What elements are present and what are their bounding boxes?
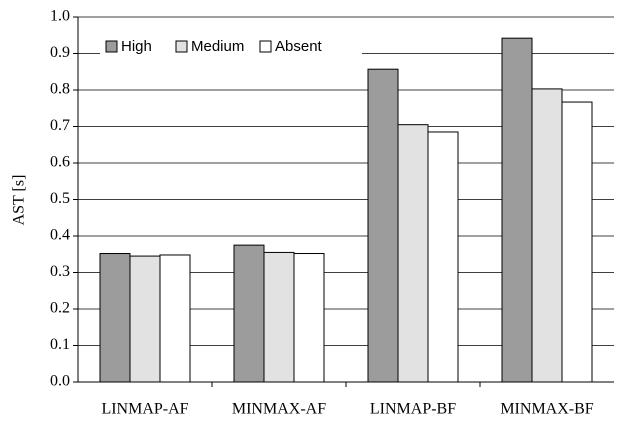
legend-background xyxy=(100,36,362,58)
x-tick-label: MINMAX-AF xyxy=(232,401,326,418)
bar xyxy=(427,131,459,383)
x-tick-label: LINMAP-BF xyxy=(370,401,456,418)
y-axis-label: AST [s] xyxy=(11,175,28,226)
legend-label: High xyxy=(121,38,152,55)
legend-label: Medium xyxy=(191,38,244,55)
legend-swatch xyxy=(259,40,272,53)
bar xyxy=(233,244,265,383)
y-tick-label: 0.7 xyxy=(50,117,70,134)
bar xyxy=(129,255,161,383)
bar xyxy=(531,88,563,383)
bar xyxy=(397,124,429,383)
y-tick-label: 0.8 xyxy=(50,81,70,98)
y-tick-label: 0.6 xyxy=(50,154,70,171)
y-tick-label: 0.0 xyxy=(50,373,70,390)
y-tick-label: 1.0 xyxy=(50,8,70,25)
legend-swatch xyxy=(175,40,188,53)
y-tick-label: 0.4 xyxy=(50,227,70,244)
bar xyxy=(99,253,131,383)
bar xyxy=(367,68,399,383)
bar xyxy=(561,101,593,383)
y-tick-label: 0.3 xyxy=(50,263,70,280)
bar xyxy=(293,253,325,383)
x-tick-label: LINMAP-AF xyxy=(101,401,188,418)
bar xyxy=(263,251,295,383)
y-tick-label: 0.9 xyxy=(50,44,70,61)
y-tick-label: 0.5 xyxy=(50,190,70,207)
y-tick-label: 0.2 xyxy=(50,300,70,317)
bar xyxy=(159,254,191,383)
legend: High Medium Absent xyxy=(100,36,362,58)
bar xyxy=(501,37,533,383)
legend-label: Absent xyxy=(275,38,323,55)
legend-swatch xyxy=(105,40,118,53)
x-tick-label: MINMAX-BF xyxy=(500,401,593,418)
y-tick-label: 0.1 xyxy=(50,336,70,353)
